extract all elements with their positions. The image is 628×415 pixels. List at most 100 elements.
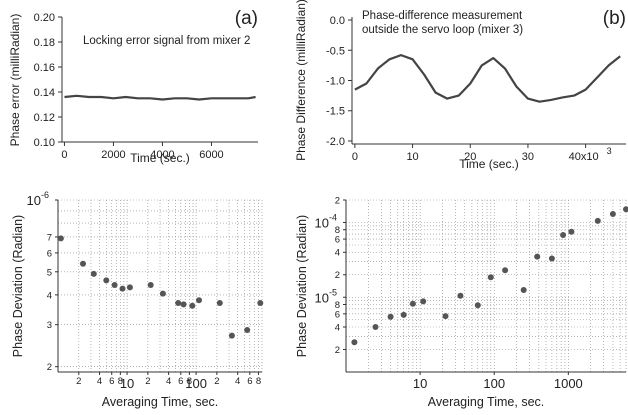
panel-d-x-tick-label: 100 bbox=[483, 376, 505, 391]
panel-d-y-tick-label: 2 bbox=[335, 345, 340, 356]
panel-d-data-point bbox=[409, 300, 416, 307]
panel-d-data-point bbox=[520, 287, 527, 293]
panel-c-data-point bbox=[57, 235, 64, 242]
panel-c-data-point bbox=[228, 332, 235, 339]
panel-b-x-tick-label: 40x10 bbox=[569, 151, 599, 163]
panel-d-data-point bbox=[548, 255, 555, 262]
panel-b-y-tick-label: -2.0 bbox=[326, 136, 345, 148]
panel-d-y-tick-label: 6 bbox=[335, 309, 340, 320]
panel-c-data-point bbox=[189, 302, 196, 309]
panel-b-y-axis-title: Phase Difference (milliRadian) bbox=[294, 0, 308, 161]
panel-a-x-tick-label: 2000 bbox=[101, 149, 125, 161]
panel-a-y-tick-label: 0.12 bbox=[34, 112, 55, 124]
panel-d-data-point bbox=[487, 274, 494, 281]
panel-b-annotation-line-1: Phase-difference measurement bbox=[362, 10, 523, 22]
panel-d-y-tick-label: 4 bbox=[335, 322, 340, 333]
panel-a-series-line bbox=[64, 94, 256, 101]
panel-d-data-point bbox=[502, 267, 509, 274]
panel-d-y-tick-label: 4 bbox=[335, 248, 340, 259]
panel-c-x-tick-label: 6 bbox=[178, 376, 183, 387]
panel-d-data-point bbox=[594, 217, 601, 224]
panel-c-x-tick-label: 4 bbox=[235, 376, 240, 387]
panel-a-y-tick-label: 0.16 bbox=[34, 62, 55, 74]
panel-d-data-point bbox=[387, 313, 394, 320]
panel-b-y-tick-label: -1.5 bbox=[326, 106, 345, 118]
panel-d-y-axis-title: Phase Deviation (Radian) bbox=[295, 215, 309, 357]
panel-d-data-point bbox=[457, 292, 464, 299]
panel-c-x-tick-label: 10 bbox=[120, 376, 134, 391]
panel-c-data-point bbox=[180, 301, 187, 308]
panel-c-x-tick-label: 100 bbox=[185, 376, 207, 391]
panel-c-x-tick-label: 8 bbox=[118, 376, 123, 387]
panel-c-data-point bbox=[80, 260, 86, 267]
panel-a-y-tick-label: 0.18 bbox=[34, 37, 55, 49]
panel-b-annotation-line-2: outside the servo loop (mixer 3) bbox=[362, 24, 523, 36]
panel-c-data-point bbox=[111, 282, 118, 288]
panel-d-data-point bbox=[560, 232, 567, 238]
panel-b-series-line bbox=[354, 53, 621, 103]
panel-c-data-point bbox=[103, 277, 110, 284]
panel-c-y-tick-label: 4 bbox=[47, 290, 52, 301]
panel-d-data-point bbox=[420, 298, 427, 305]
panel-c-data-point bbox=[196, 297, 202, 304]
panel-d-y-tick-label: 10 bbox=[315, 290, 329, 305]
panel-c-x-tick-label: 6 bbox=[247, 376, 252, 387]
panel-c-data-point bbox=[147, 282, 154, 288]
panel-c-y-tick-exponent: -6 bbox=[41, 190, 49, 200]
panel-c-data-point bbox=[90, 270, 97, 277]
panel-c-x-tick-label: 2 bbox=[214, 376, 219, 387]
panel-c-y-tick-label: 3 bbox=[47, 320, 52, 331]
panel-d-y-tick-label: 2 bbox=[335, 270, 340, 281]
panel-c-y-tick-label: 2 bbox=[47, 362, 52, 373]
panel-c-x-tick-label: 2 bbox=[76, 376, 81, 387]
panel-c-data-point bbox=[257, 300, 264, 306]
panel-c-y-tick-label: 7 bbox=[47, 232, 52, 243]
panel-d-y-tick-label: 6 bbox=[335, 235, 340, 246]
panel-b-y-tick-label: -0.5 bbox=[326, 45, 345, 57]
panel-b-x-tick-exponent: 3 bbox=[607, 146, 612, 156]
panel-b-x-tick-label: 10 bbox=[406, 151, 418, 163]
panel-d-y-tick-label: 8 bbox=[335, 300, 340, 311]
panel-a-x-axis-title: Time (sec.) bbox=[130, 151, 190, 165]
panel-d-data-point bbox=[534, 253, 541, 260]
panel-d-data-point bbox=[568, 228, 575, 235]
panel-c-data-point bbox=[244, 327, 251, 333]
panel-d-data-point bbox=[400, 311, 407, 318]
panel-a-label: (a) bbox=[235, 8, 258, 29]
panel-d-y-tick-label: 8 bbox=[335, 225, 340, 236]
panel-b-x-tick-label: 0 bbox=[352, 151, 358, 163]
panel-a-y-tick-label: 0.20 bbox=[34, 12, 55, 24]
panel-d-data-point bbox=[474, 302, 481, 309]
panel-b-x-tick-label: 30 bbox=[522, 151, 534, 163]
panel-d-data-point bbox=[442, 313, 449, 320]
panel-a-x-tick-label: 0 bbox=[61, 149, 67, 161]
panel-d-y-tick-label: 2 bbox=[335, 196, 340, 207]
panel-d-data-point bbox=[351, 339, 358, 346]
panel-b-label: (b) bbox=[603, 8, 626, 29]
panel-d-y-tick-label: 10 bbox=[315, 216, 329, 231]
panel-c-data-point bbox=[216, 300, 223, 306]
panel-b-y-tick-label: -1.0 bbox=[326, 76, 345, 88]
panel-c-x-tick-label: 2 bbox=[145, 376, 150, 387]
panel-c-x-axis-title: Averaging Time, sec. bbox=[102, 395, 219, 409]
panel-c-data-point bbox=[175, 300, 182, 306]
panel-c-x-tick-label: 8 bbox=[256, 376, 261, 387]
panel-a-x-tick-label: 6000 bbox=[199, 149, 223, 161]
panel-c-data-point bbox=[159, 290, 166, 297]
panel-c-x-tick-label: 6 bbox=[109, 376, 114, 387]
panel-b-x-axis-title: Time (sec.) bbox=[459, 157, 519, 171]
panel-a-y-tick-label: 0.10 bbox=[34, 137, 55, 149]
panel-c-x-tick-label: 8 bbox=[187, 376, 192, 387]
panel-c-data-point bbox=[119, 285, 126, 292]
panel-a-x-tick-label: 4000 bbox=[150, 149, 174, 161]
panel-c-y-tick-label: 10 bbox=[27, 193, 41, 208]
panel-d-x-tick-label: 1000 bbox=[554, 376, 583, 391]
panel-c-y-axis-title: Phase Deviation (Radian) bbox=[11, 215, 25, 357]
panel-c-y-tick-label: 5 bbox=[47, 267, 52, 278]
panel-d-data-point bbox=[623, 206, 628, 213]
panel-a-y-tick-label: 0.14 bbox=[34, 87, 55, 99]
panel-c-x-tick-label: 4 bbox=[97, 376, 102, 387]
panel-d-x-axis-title: Averaging Time, sec. bbox=[428, 395, 545, 409]
panel-b-x-tick-label: 20 bbox=[464, 151, 476, 163]
